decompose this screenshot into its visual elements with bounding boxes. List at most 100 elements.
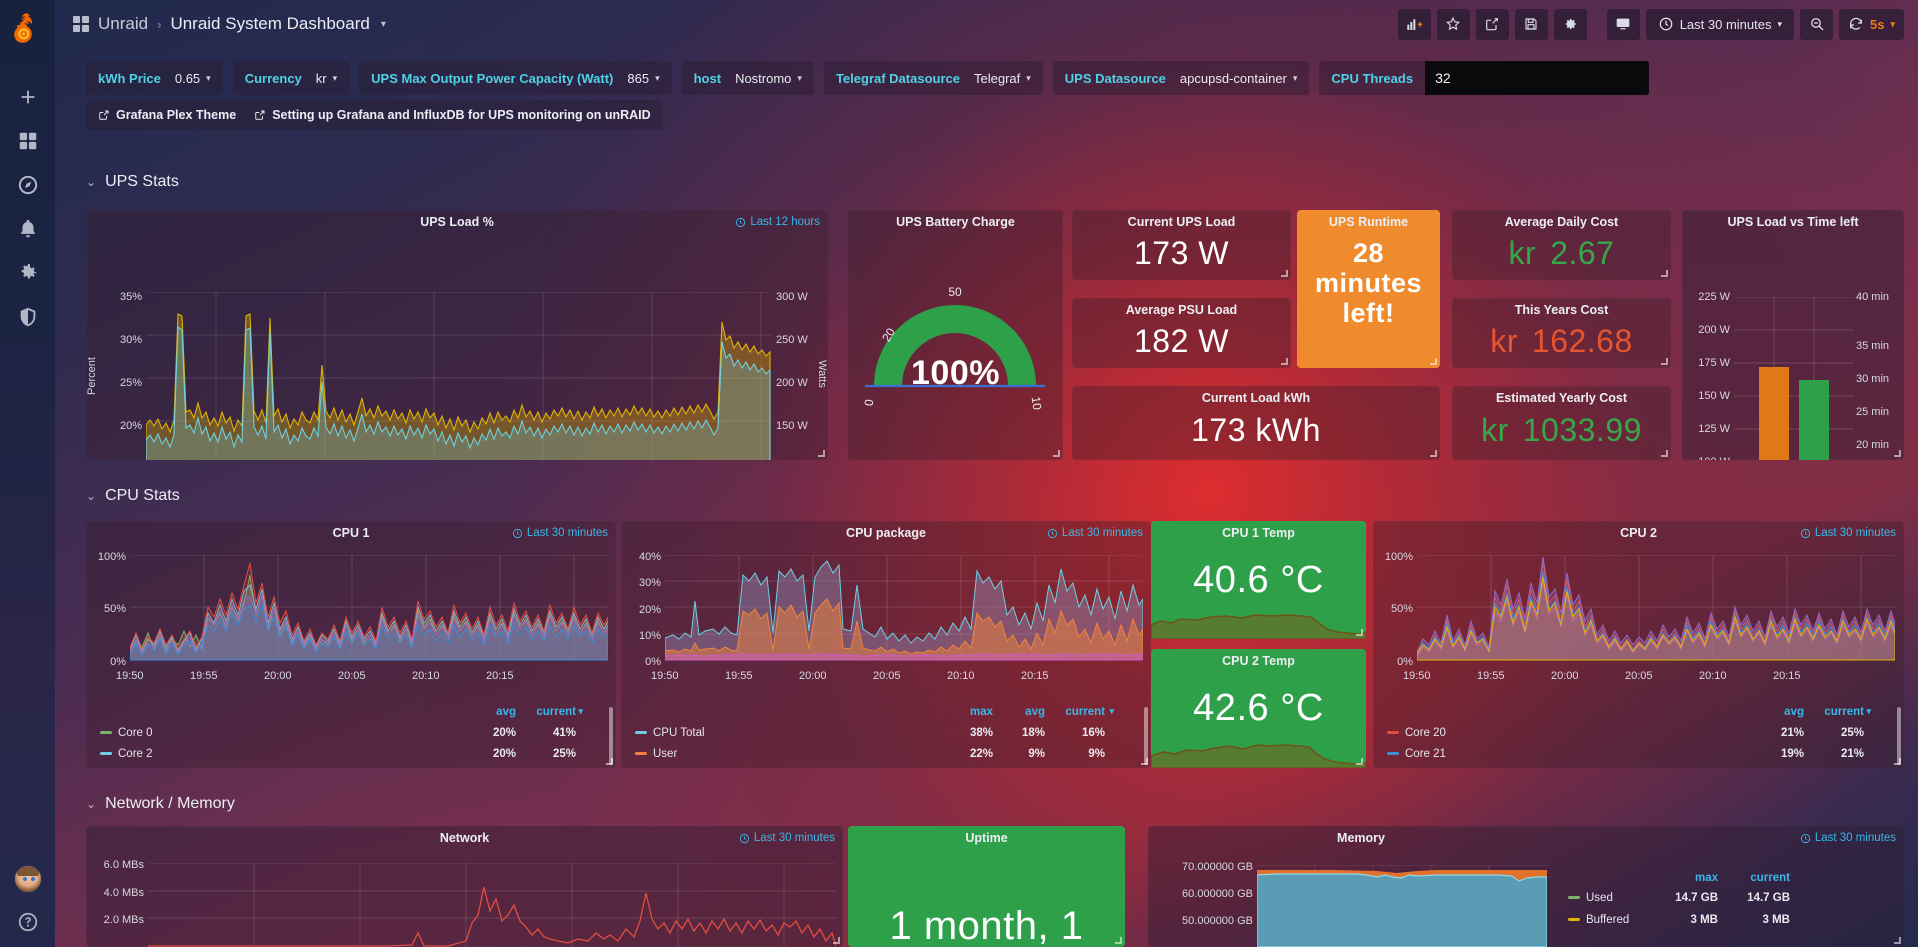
variable-host[interactable]: host Nostromo ▾ [681,61,814,95]
sort-caret-icon[interactable]: ▾ [1109,706,1114,716]
resize-handle[interactable] [1281,358,1288,365]
page-title[interactable]: Unraid System Dashboard [170,14,370,33]
breadcrumb-folder[interactable]: Unraid [98,14,149,33]
estimated-yearly-cost-value: kr 1033.99 [1481,412,1642,448]
save-dashboard-button[interactable] [1514,8,1548,40]
resize-handle[interactable] [1661,358,1668,365]
resize-handle[interactable] [1053,450,1060,457]
legend-item-cpu-total[interactable]: CPU Total [635,727,705,739]
variable-value[interactable]: 865 ▾ [627,70,660,86]
sort-caret-icon[interactable]: ▾ [578,706,583,716]
row-header-network-memory[interactable]: ⌄ Network / Memory [86,795,235,813]
panel-ups-runtime[interactable]: UPS Runtime 28 minutes left! [1297,210,1440,368]
configuration-icon[interactable] [17,262,39,284]
legend-scrollbar[interactable] [1144,707,1148,765]
legend-item-core-21[interactable]: Core 21 [1387,748,1446,760]
panel-cpu-2[interactable]: CPU 2 Last 30 minutes 0% 50% 100% 19:50 … [1373,521,1904,768]
legend-scrollbar[interactable] [1897,707,1901,765]
panel-cpu-2-temp[interactable]: CPU 2 Temp 42.6 °C [1151,649,1366,768]
panel-network[interactable]: Network Last 30 minutes 2.0 MBs 4.0 MBs … [86,826,843,947]
panel-uptime[interactable]: Uptime 1 month, 1 [848,826,1125,947]
legend-header-avg[interactable]: avg [496,706,516,718]
legend-header-avg[interactable]: avg [1784,706,1804,718]
panel-memory[interactable]: Memory Last 30 minutes 50.000000 GB 60.0… [1148,826,1904,947]
resize-handle[interactable] [1661,270,1668,277]
panel-cpu-1[interactable]: CPU 1 Last 30 minutes 0% 50% 100% 19:50 … [86,521,616,768]
legend-item-core-0[interactable]: Core 0 [100,727,153,739]
chevron-down-icon[interactable]: ▾ [380,18,386,30]
legend-item-used[interactable]: Used [1568,892,1613,904]
variable-value[interactable]: apcupsd-container ▾ [1179,70,1298,86]
panel-ups-battery-charge[interactable]: UPS Battery Charge 50 20 0 100 100% [848,210,1063,460]
variable-value[interactable]: kr ▾ [315,70,338,86]
panel-estimated-yearly-cost[interactable]: Estimated Yearly Cost kr 1033.99 [1452,386,1671,460]
variable-value[interactable]: Telegraf ▾ [973,70,1031,86]
variable-telegraf-datasource[interactable]: Telegraf Datasource Telegraf ▾ [823,61,1043,95]
panel-average-daily-cost[interactable]: Average Daily Cost kr 2.67 [1452,210,1671,280]
variable-currency[interactable]: Currency kr ▾ [232,61,350,95]
resize-handle[interactable] [606,758,613,765]
add-panel-button[interactable] [1397,8,1431,40]
legend-item-core-2[interactable]: Core 2 [100,748,153,760]
legend-item-buffered[interactable]: Buffered [1568,914,1629,926]
row-header-ups-stats[interactable]: ⌄ UPS Stats [86,173,179,191]
resize-handle[interactable] [833,937,840,944]
link-grafana-plex-theme[interactable]: Grafana Plex Theme [98,108,236,122]
panel-this-years-cost[interactable]: This Years Cost kr 162.68 [1452,298,1671,368]
dashboard-settings-button[interactable] [1553,8,1587,40]
variable-value[interactable]: Nostromo ▾ [735,70,802,86]
panel-average-psu-load[interactable]: Average PSU Load 182 W [1072,298,1291,368]
alerting-icon[interactable] [17,218,39,240]
legend-header-current[interactable]: current [1750,872,1790,884]
variable-kwh-price[interactable]: kWh Price 0.65 ▾ [86,61,223,95]
resize-handle[interactable] [1894,450,1901,457]
variable-ups-max-output-power-capacity[interactable]: UPS Max Output Power Capacity (Watt) 865… [359,61,672,95]
link-ups-monitoring-guide[interactable]: Setting up Grafana and InfluxDB for UPS … [254,108,651,122]
variable-value[interactable]: 0.65 ▾ [174,70,211,86]
sort-caret-icon[interactable]: ▾ [1866,706,1871,716]
resize-handle[interactable] [1894,937,1901,944]
legend-header-max[interactable]: max [969,706,993,718]
legend-scrollbar[interactable] [609,707,613,765]
tv-mode-button[interactable] [1606,8,1640,40]
resize-handle[interactable] [1430,358,1437,365]
legend-header-current[interactable]: current [1824,706,1864,718]
create-icon[interactable] [17,86,39,108]
dashboards-icon[interactable] [17,130,39,152]
resize-handle[interactable] [1356,758,1363,765]
legend-header-current[interactable]: current [1065,706,1105,718]
avatar[interactable] [13,865,42,893]
panel-ups-load[interactable]: UPS Load % Last 12 hours 15% 20% 25% 30%… [86,210,828,460]
resize-handle[interactable] [1430,450,1437,457]
resize-handle[interactable] [1281,270,1288,277]
shield-icon[interactable] [17,306,39,328]
panel-cpu-package[interactable]: CPU package Last 30 minutes 0% 10% 20% 3… [621,521,1151,768]
row-header-cpu-stats[interactable]: ⌄ CPU Stats [86,487,180,505]
grafana-logo-icon[interactable] [8,8,48,48]
panel-current-ups-load[interactable]: Current UPS Load 173 W [1072,210,1291,280]
panel-cpu-1-temp[interactable]: CPU 1 Temp 40.6 °C [1151,521,1366,639]
variable-cpu-threads[interactable]: CPU Threads [1319,61,1650,95]
zoom-out-time-button[interactable] [1800,8,1833,40]
legend-item-core-20[interactable]: Core 20 [1387,727,1446,739]
resize-handle[interactable] [1356,629,1363,636]
share-dashboard-button[interactable] [1475,8,1509,40]
panel-ups-load-vs-time-left[interactable]: UPS Load vs Time left 100 W 125 W 150 W … [1682,210,1904,460]
help-icon[interactable] [17,911,39,933]
legend-header-max[interactable]: max [1694,872,1718,884]
variable-ups-datasource[interactable]: UPS Datasource apcupsd-container ▾ [1052,61,1310,95]
legend-header-avg[interactable]: avg [1025,706,1045,718]
resize-handle[interactable] [1141,758,1148,765]
resize-handle[interactable] [1115,937,1122,944]
cpu-threads-input[interactable] [1425,61,1650,95]
resize-handle[interactable] [1894,758,1901,765]
refresh-button[interactable]: 5s ▾ [1839,8,1904,40]
legend-header-current[interactable]: current [536,706,576,718]
resize-handle[interactable] [818,450,825,457]
time-range-picker[interactable]: Last 30 minutes ▾ [1645,8,1794,40]
explore-icon[interactable] [17,174,39,196]
mark-favorite-button[interactable] [1436,8,1470,40]
resize-handle[interactable] [1661,450,1668,457]
legend-item-user[interactable]: User [635,748,677,760]
panel-current-load-kwh[interactable]: Current Load kWh 173 kWh [1072,386,1440,460]
